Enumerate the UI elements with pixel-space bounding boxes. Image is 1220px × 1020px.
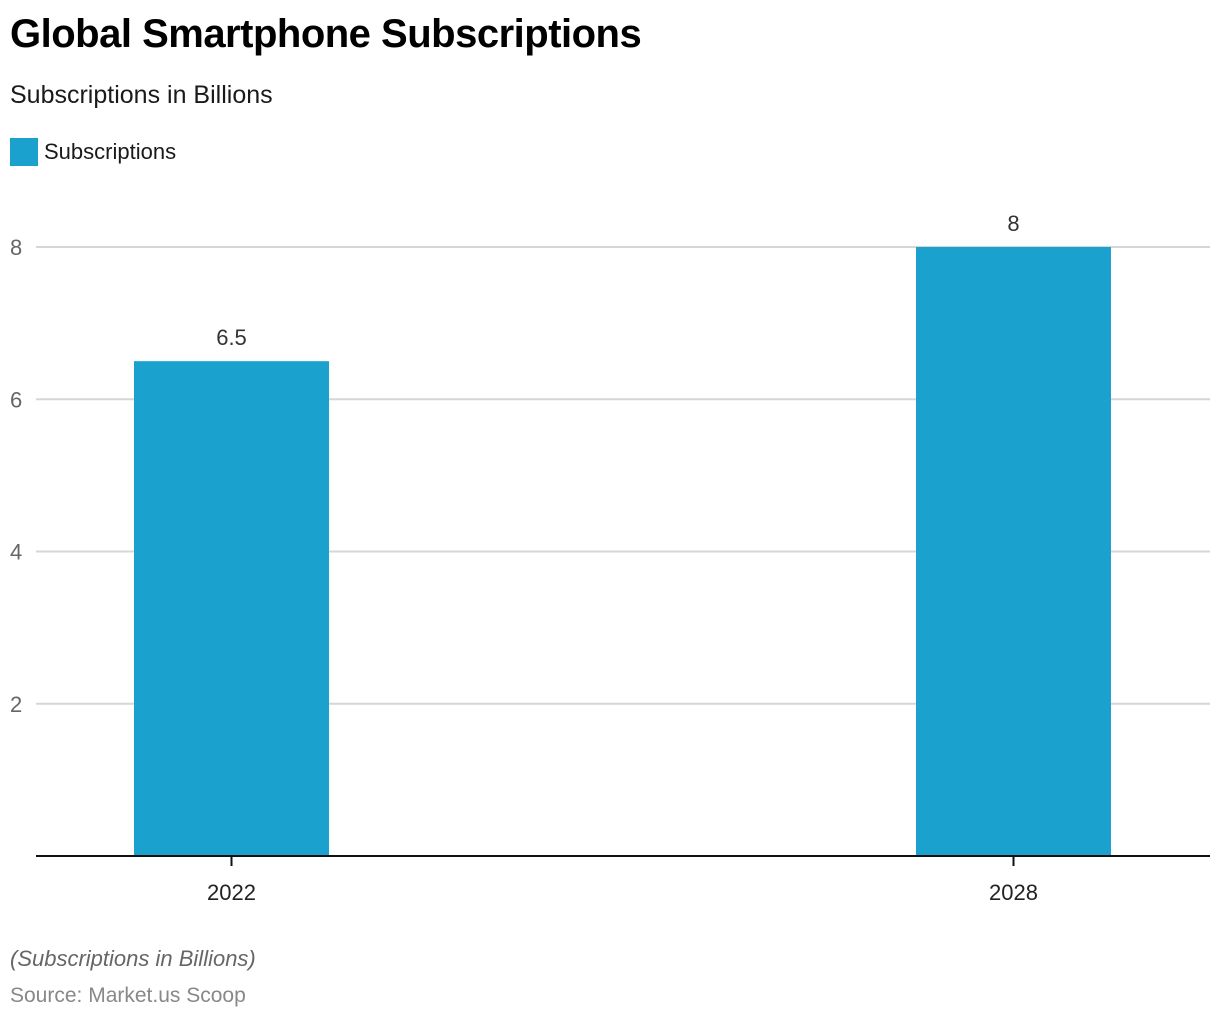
- chart-source: Source: Market.us Scoop: [10, 984, 246, 1007]
- y-tick-label: 4: [10, 540, 22, 565]
- x-tick-label: 2028: [989, 880, 1038, 905]
- bar: [134, 361, 329, 856]
- legend-swatch: [10, 138, 38, 166]
- chart-subtitle: Subscriptions in Billions: [10, 81, 273, 109]
- data-label: 8: [1007, 211, 1019, 236]
- y-tick-label: 6: [10, 387, 22, 412]
- chart-note: (Subscriptions in Billions): [10, 946, 256, 971]
- y-tick-label: 2: [10, 692, 22, 717]
- legend-label: Subscriptions: [44, 139, 177, 164]
- legend: Subscriptions: [10, 138, 176, 166]
- x-tick-label: 2022: [207, 880, 256, 905]
- data-label: 6.5: [216, 325, 247, 350]
- bar: [916, 247, 1111, 856]
- chart-title: Global Smartphone Subscriptions: [10, 12, 642, 56]
- y-tick-label: 8: [10, 235, 22, 260]
